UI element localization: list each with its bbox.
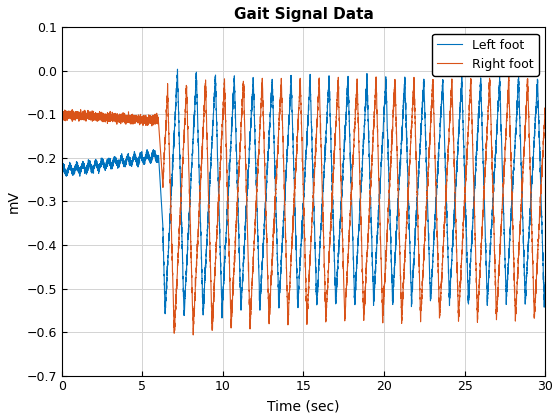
Right foot <box>534 265 540 270</box>
Right foot <box>506 74 512 79</box>
Left foot <box>542 280 548 285</box>
Right foot <box>440 244 447 249</box>
Left foot <box>86 160 93 165</box>
Left foot <box>188 173 194 178</box>
Right foot <box>354 92 361 97</box>
Right foot <box>190 333 197 338</box>
Left foot <box>361 123 368 128</box>
Left foot <box>534 82 540 87</box>
Y-axis label: mV: mV <box>7 190 21 213</box>
Left foot <box>440 97 447 102</box>
Right foot <box>188 255 194 260</box>
Line: Left foot: Left foot <box>62 69 545 318</box>
Legend: Left foot, Right foot: Left foot, Right foot <box>432 34 539 76</box>
Left foot <box>58 165 65 171</box>
Title: Gait Signal Data: Gait Signal Data <box>234 7 374 22</box>
Right foot <box>361 302 368 307</box>
Right foot <box>58 109 65 114</box>
Right foot <box>542 106 548 111</box>
Left foot <box>218 315 225 320</box>
Left foot <box>174 67 181 72</box>
Right foot <box>86 114 93 119</box>
Left foot <box>354 247 361 252</box>
X-axis label: Time (sec): Time (sec) <box>267 399 340 413</box>
Line: Right foot: Right foot <box>62 77 545 335</box>
